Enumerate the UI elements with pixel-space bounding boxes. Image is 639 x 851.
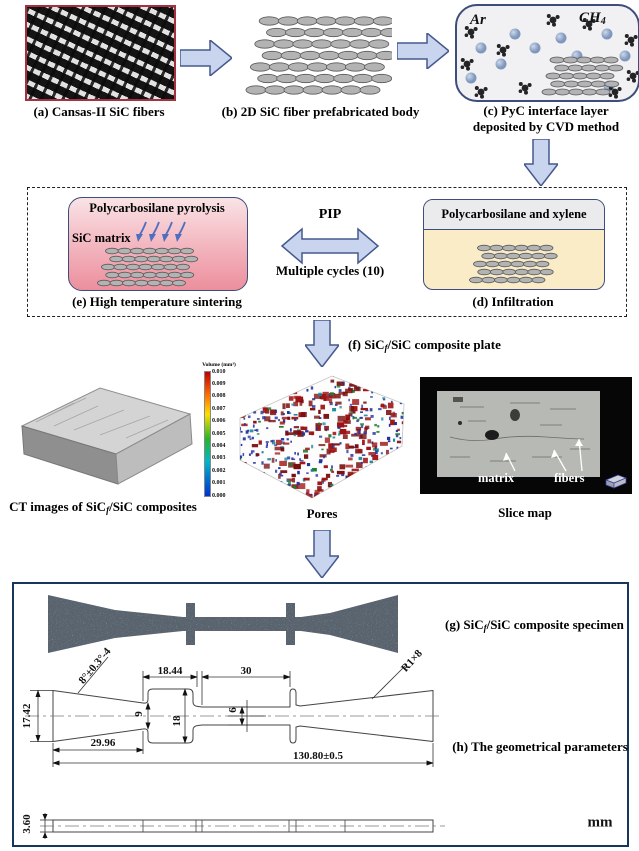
cvd-chamber-panel: Ar CH4: [455, 4, 639, 102]
colorbar-tick: 0.010: [212, 368, 226, 375]
colorbar-tick: 0.002: [212, 467, 226, 474]
double-arrow-icon: [280, 227, 380, 265]
colorbar-tick: 0.004: [212, 442, 226, 449]
side-view-drawing: [40, 813, 445, 839]
colorbar-tick: 0.007: [212, 405, 226, 412]
colorbar-tick: 0.001: [212, 480, 226, 487]
dim-len-taper: 29.96: [90, 737, 116, 749]
right-arrow-icon: [397, 33, 449, 69]
colorbar-tick: 0.000: [212, 492, 226, 499]
colorbar-gradient: [204, 371, 211, 497]
pip-subtitle: Multiple cycles (10): [275, 263, 385, 278]
pyrolysis-title: Polycarbosilane pyrolysis: [89, 201, 225, 215]
argon-label: Ar: [470, 12, 486, 28]
fibers-label: fibers: [554, 471, 585, 485]
specimen-box: [12, 582, 629, 847]
colorbar-tick: 0.006: [212, 418, 226, 425]
dim-len-gauge: 30: [240, 665, 252, 677]
specimen-photo: [48, 595, 398, 653]
caption-d: (d) Infiltration: [472, 294, 554, 309]
dim-w18: 18: [171, 715, 183, 727]
ct-caption: CT images of SiCf/SiC composites: [9, 499, 197, 515]
down-arrow-icon: [305, 320, 339, 367]
down-arrow-icon: [305, 530, 339, 578]
colorbar-tick: 0.005: [212, 430, 226, 437]
dim-w9: 9: [133, 711, 145, 717]
caption-h: (h) The geometrical parameters: [452, 739, 628, 754]
right-arrow-icon: [180, 40, 232, 76]
geometry-drawing: [25, 656, 440, 767]
slice-map-image: matrix fibers: [420, 377, 632, 494]
infiltration-panel: Polycarbosilane and xylene: [423, 199, 605, 290]
pores-caption: Pores: [306, 506, 338, 521]
dim-width-end: 17.42: [21, 703, 33, 729]
caption-g: (g) SiCf/SiC composite specimen: [445, 617, 624, 633]
colorbar-tick: 0.008: [212, 393, 226, 400]
colorbar-tick: 0.009: [212, 380, 226, 387]
infiltration-weave-image: [469, 244, 558, 284]
matrix-label: matrix: [478, 471, 515, 485]
pip-title: PIP: [318, 207, 342, 222]
down-arrow-icon: [524, 139, 558, 186]
caption-b: (b) 2D SiC fiber prefabricated body: [221, 104, 420, 119]
caption-a: (a) Cansas-II SiC fibers: [33, 104, 165, 119]
dim-len-tab: 18.44: [157, 665, 183, 677]
pores-3d-image: [239, 375, 405, 499]
unit-label: mm: [587, 814, 613, 831]
volume-colorbar: Volume (mm³) 0.010 0.009 0.008 0.007 0.006 0.…: [196, 362, 242, 508]
caption-e: (e) High temperature sintering: [72, 294, 242, 309]
colorbar-tick: 0.003: [212, 455, 226, 462]
sintering-weave-image: [97, 247, 199, 287]
caption-f: (f) SiCf/SiC composite plate: [348, 337, 501, 353]
colorbar-title: Volume (mm³): [202, 362, 236, 368]
dim-thickness: 3.60: [21, 814, 33, 834]
cansas-fibers-image: [25, 5, 176, 101]
fiber-preform-image: [245, 16, 392, 95]
caption-c-line2: deposited by CVD method: [472, 119, 620, 134]
infiltration-header: Polycarbosilane and xylene: [424, 200, 604, 230]
cvd-molecules-graphic: [460, 14, 638, 99]
methane-label: CH4: [579, 10, 606, 27]
pyrolysis-arrows-icon: [136, 221, 186, 242]
ct-block-image: [20, 387, 193, 485]
caption-c-line1: (c) PyC interface layer: [483, 103, 609, 118]
pip-cycle-box: [27, 187, 627, 317]
slice-caption: Slice map: [498, 505, 552, 520]
dim-len-total: 130.80±0.5: [292, 750, 344, 762]
mini-block-icon: [605, 474, 627, 489]
sic-matrix-label: SiC matrix: [72, 231, 131, 245]
dim-w6: 6: [227, 707, 239, 713]
